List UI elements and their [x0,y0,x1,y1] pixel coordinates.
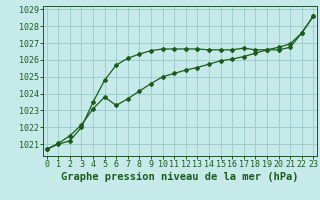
X-axis label: Graphe pression niveau de la mer (hPa): Graphe pression niveau de la mer (hPa) [61,172,299,182]
